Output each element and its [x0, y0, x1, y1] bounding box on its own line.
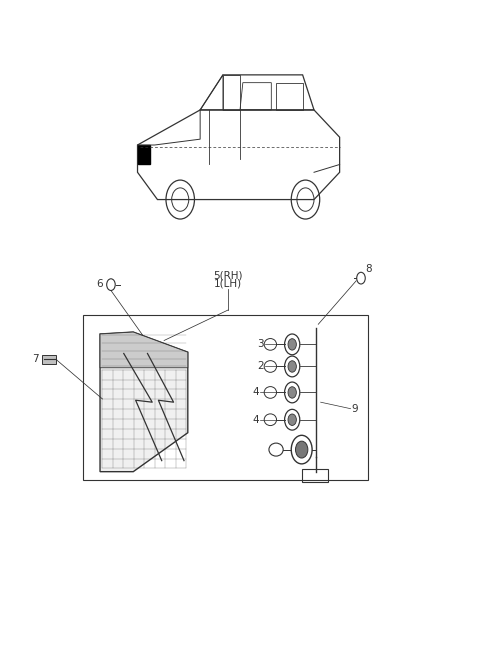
Text: 1(LH): 1(LH)	[214, 279, 242, 289]
Circle shape	[288, 361, 296, 372]
Bar	[84, 314, 368, 480]
Polygon shape	[100, 332, 188, 472]
Text: 2: 2	[258, 362, 264, 371]
Circle shape	[288, 414, 296, 426]
Bar	[301, 469, 328, 482]
Circle shape	[288, 339, 296, 350]
Text: 8: 8	[365, 264, 372, 274]
Circle shape	[296, 441, 308, 458]
Text: 3: 3	[258, 339, 264, 349]
Text: 4: 4	[253, 388, 260, 398]
FancyBboxPatch shape	[42, 355, 56, 364]
Text: 4: 4	[253, 415, 260, 424]
Text: 7: 7	[32, 354, 38, 364]
Text: 6: 6	[96, 279, 102, 289]
Bar	[137, 145, 150, 164]
Circle shape	[288, 386, 296, 398]
Text: 5(RH): 5(RH)	[214, 271, 243, 280]
Text: 9: 9	[351, 403, 358, 414]
Polygon shape	[100, 332, 188, 367]
